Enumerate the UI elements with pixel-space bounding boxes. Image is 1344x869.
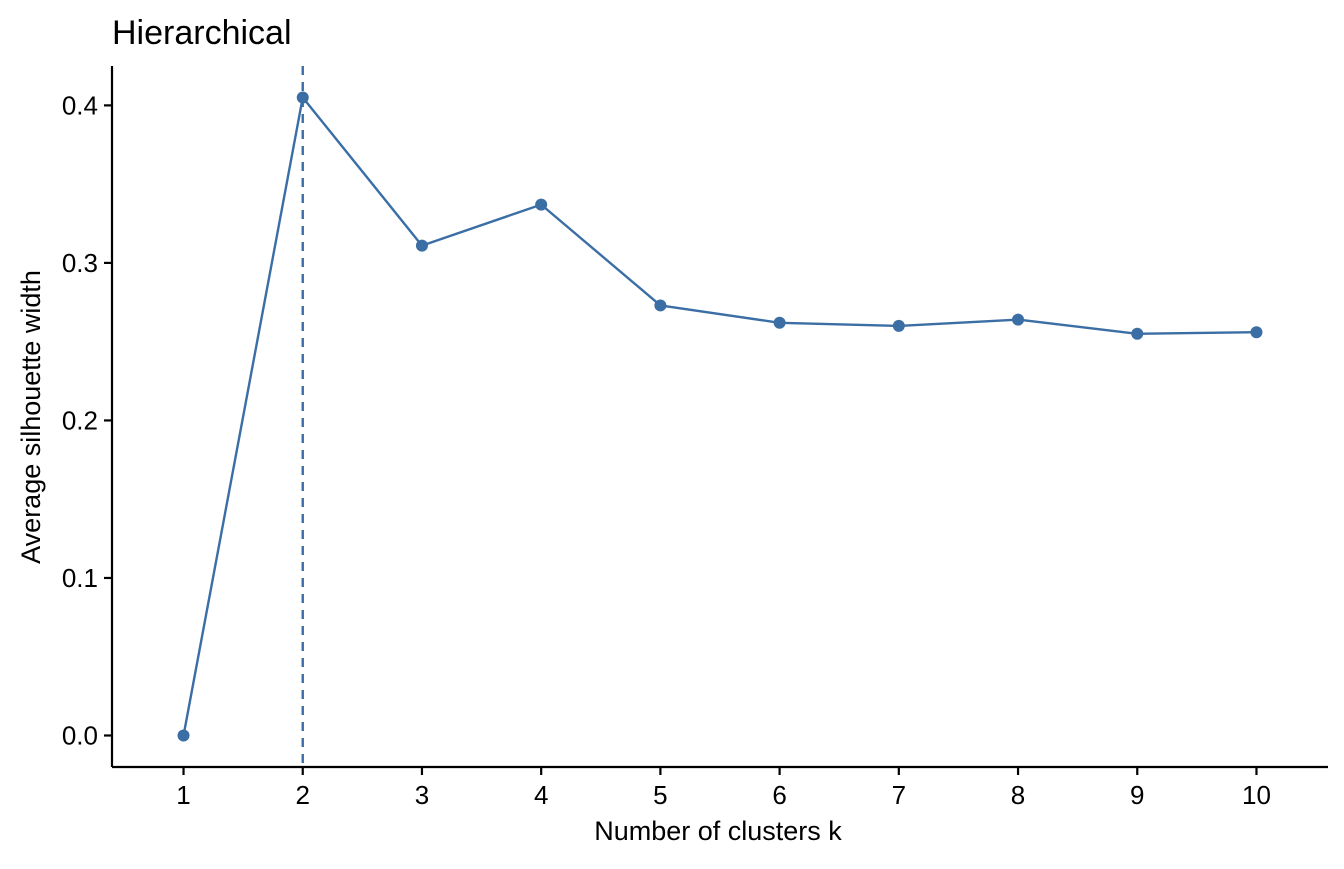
series-line <box>182 96 1257 736</box>
series-layer <box>182 96 1257 736</box>
x-tick-label: 5 <box>653 780 667 810</box>
x-tick-label: 2 <box>296 780 310 810</box>
x-tick-label: 10 <box>1242 780 1271 810</box>
data-point <box>1250 326 1263 339</box>
plot-area <box>177 66 1263 767</box>
data-point <box>296 91 309 104</box>
data-point <box>177 729 190 742</box>
x-tick-label: 8 <box>1011 780 1025 810</box>
data-point <box>892 319 905 332</box>
data-point <box>1131 327 1144 340</box>
data-point <box>773 316 786 329</box>
chart-title: Hierarchical <box>112 14 292 52</box>
data-point <box>654 299 667 312</box>
y-axis-label: Average silhouette width <box>16 270 46 564</box>
y-tick-label: 0.2 <box>62 405 98 435</box>
axes: 0.0 0.1 0.2 0.3 0.4 1 2 3 4 5 6 7 8 9 10 <box>62 66 1328 810</box>
x-tick-label: 9 <box>1130 780 1144 810</box>
y-tick-label: 0.1 <box>62 563 98 593</box>
data-point <box>415 239 428 252</box>
y-axis-ticks: 0.0 0.1 0.2 0.3 0.4 <box>62 90 112 750</box>
x-tick-label: 7 <box>892 780 906 810</box>
y-tick-label: 0.0 <box>62 720 98 750</box>
x-tick-label: 3 <box>415 780 429 810</box>
y-tick-label: 0.3 <box>62 248 98 278</box>
x-tick-label: 4 <box>534 780 548 810</box>
x-tick-label: 6 <box>772 780 786 810</box>
points-layer <box>177 91 1263 742</box>
x-axis-label: Number of clusters k <box>594 816 842 846</box>
data-point <box>535 198 548 211</box>
x-tick-label: 1 <box>176 780 190 810</box>
y-tick-label: 0.4 <box>62 90 98 120</box>
x-axis-ticks: 1 2 3 4 5 6 7 8 9 10 <box>176 767 1271 810</box>
data-point <box>1012 313 1025 326</box>
